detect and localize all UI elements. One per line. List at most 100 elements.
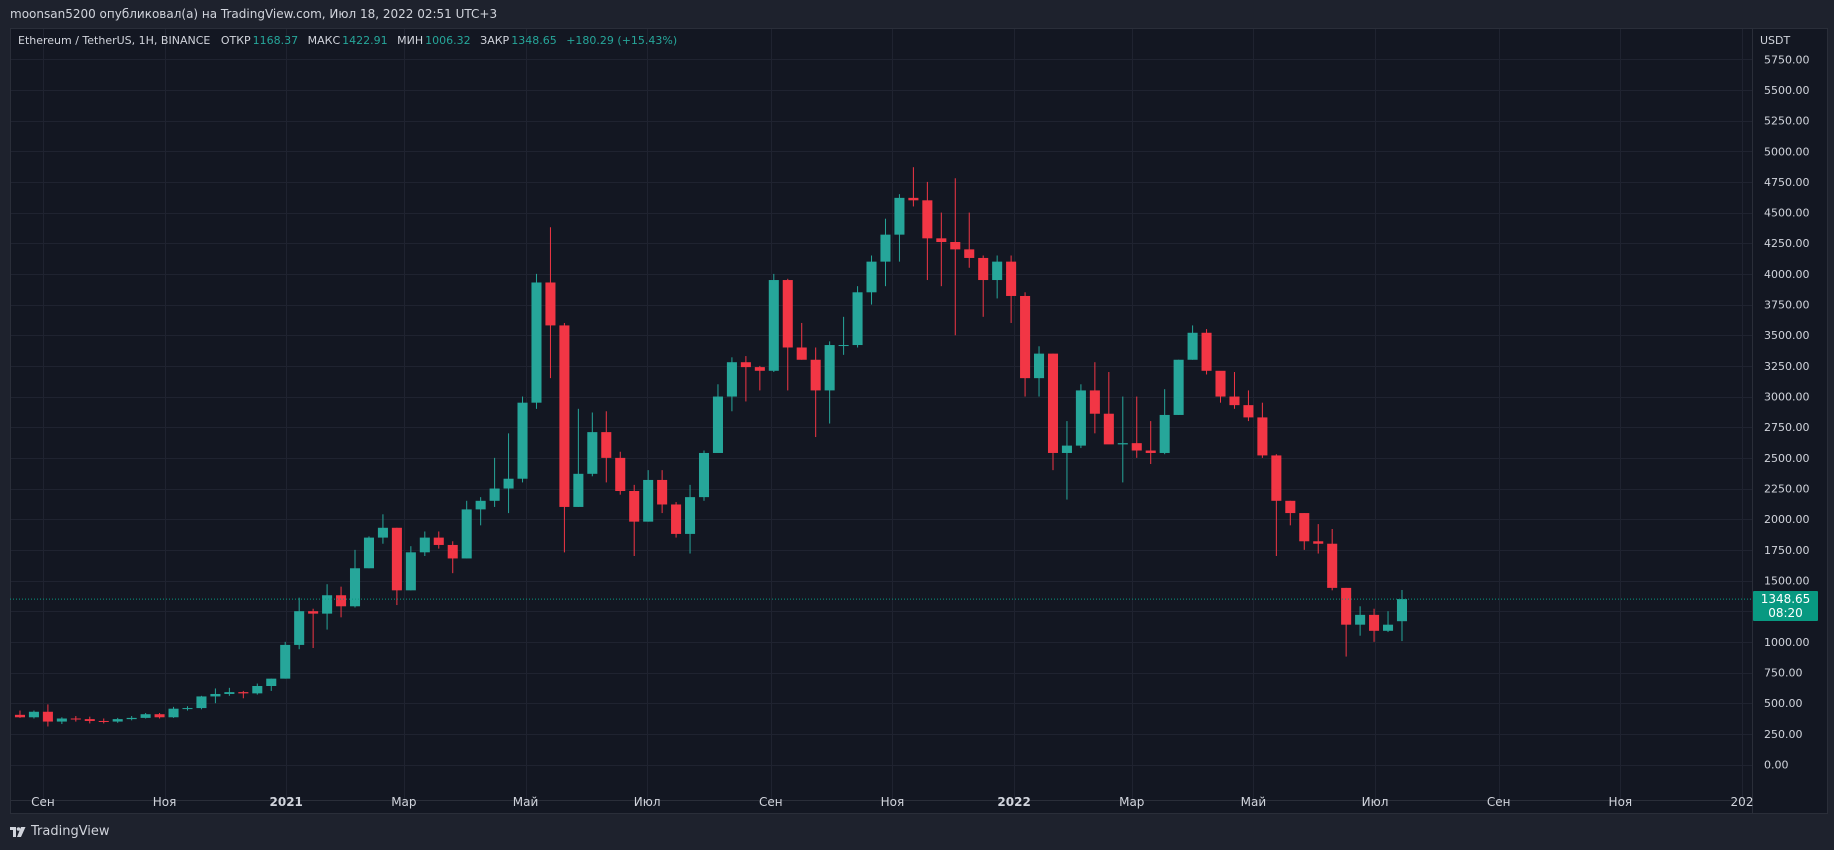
candle-body — [1215, 370, 1226, 397]
candle — [838, 316, 849, 355]
candle — [908, 167, 919, 207]
candle-body — [503, 478, 514, 489]
candle-body — [28, 711, 39, 718]
price-tick-label: 1000.00 — [1764, 636, 1810, 649]
candle-body — [461, 509, 472, 559]
candle — [238, 690, 249, 699]
candle — [168, 706, 179, 718]
candle — [824, 341, 835, 424]
candle-body — [671, 504, 682, 534]
candle — [377, 514, 388, 544]
price-tick-label: 3750.00 — [1764, 299, 1810, 312]
change-value: +180.29 (+15.43%) — [566, 34, 678, 47]
candle — [1382, 611, 1394, 633]
price-tick-label: 4500.00 — [1764, 207, 1810, 220]
candle — [517, 396, 528, 483]
last-price-tag: 1348.65 08:20 — [1753, 591, 1818, 622]
candle-body — [824, 345, 835, 391]
candle — [782, 278, 793, 391]
candle — [768, 273, 779, 373]
candle — [294, 597, 305, 650]
candle-body — [1103, 413, 1114, 445]
candle — [978, 255, 989, 317]
time-tick-label: Сен — [759, 795, 783, 809]
candle-body — [182, 708, 193, 710]
price-tick-label: 500.00 — [1764, 697, 1803, 710]
candle — [1034, 346, 1045, 397]
candle — [573, 408, 584, 507]
candle — [796, 322, 807, 360]
candle — [308, 608, 319, 648]
candle — [461, 500, 472, 559]
candle — [419, 531, 430, 556]
chart-frame[interactable] — [10, 28, 1828, 814]
candle — [266, 678, 277, 691]
candle — [643, 470, 654, 522]
candle — [629, 484, 640, 556]
candle — [615, 451, 626, 495]
candle-body — [587, 432, 598, 474]
low-value: 1006.32 — [425, 34, 471, 47]
time-tick-label: 202 — [1731, 795, 1754, 809]
candle — [936, 212, 947, 287]
candle — [182, 706, 193, 711]
candle — [1313, 524, 1324, 554]
candle-body — [950, 242, 961, 250]
candle-body — [377, 527, 388, 538]
close-label: ЗАКР — [480, 34, 510, 47]
time-tick-label: Июл — [634, 795, 661, 809]
footer-brand: TradingView — [31, 824, 110, 839]
candle — [280, 641, 291, 679]
candle — [1243, 390, 1254, 422]
candle — [754, 365, 765, 391]
price-tick-label: 750.00 — [1764, 667, 1803, 680]
candle — [475, 497, 486, 526]
candle-body — [224, 692, 235, 694]
candle — [391, 527, 402, 606]
time-tick-label: Ноя — [1609, 795, 1633, 809]
candle — [503, 433, 514, 514]
candle-body — [14, 714, 26, 718]
candle-body — [1061, 445, 1072, 453]
attribution-bar: moonsan5200 опубликовал(а) на TradingVie… — [0, 0, 1834, 28]
candle — [1145, 421, 1156, 465]
candle-body — [657, 479, 668, 505]
candle-body — [196, 696, 207, 709]
candle — [70, 716, 81, 722]
time-tick-label: Ноя — [881, 795, 905, 809]
candle — [657, 470, 668, 514]
candle-body — [880, 234, 891, 262]
candle-body — [1382, 624, 1394, 631]
high-label: МАКС — [307, 34, 341, 47]
price-tick-label: 1500.00 — [1764, 575, 1810, 588]
tradingview-logo[interactable]: TradingView — [10, 824, 110, 839]
candle-body — [796, 347, 807, 360]
symbol-label[interactable]: Ethereum / TetherUS, 1H, BINANCE — [18, 34, 211, 47]
candle-body — [685, 497, 696, 534]
time-tick-label: Май — [513, 795, 539, 809]
candle-body — [573, 473, 584, 507]
candle — [1173, 359, 1184, 415]
price-tick-label: 0.00 — [1764, 759, 1789, 772]
time-tick-label: Ноя — [153, 795, 177, 809]
candle — [852, 286, 863, 348]
candle-body — [84, 719, 95, 721]
candle — [210, 688, 221, 704]
candle-body — [280, 644, 291, 679]
price-tick-label: 5250.00 — [1764, 115, 1810, 128]
candle-body — [531, 282, 542, 403]
candle-body — [489, 488, 500, 501]
candle — [740, 356, 751, 402]
candle-body — [922, 200, 933, 239]
candle — [559, 322, 570, 553]
candle — [224, 687, 235, 696]
open-value: 1168.37 — [252, 34, 299, 47]
candle-body — [294, 611, 305, 645]
candle-body — [70, 718, 81, 720]
time-tick-label: 2022 — [997, 795, 1030, 809]
candle — [531, 273, 542, 409]
candle — [1047, 353, 1059, 471]
candle — [992, 255, 1003, 299]
candle — [447, 541, 458, 574]
